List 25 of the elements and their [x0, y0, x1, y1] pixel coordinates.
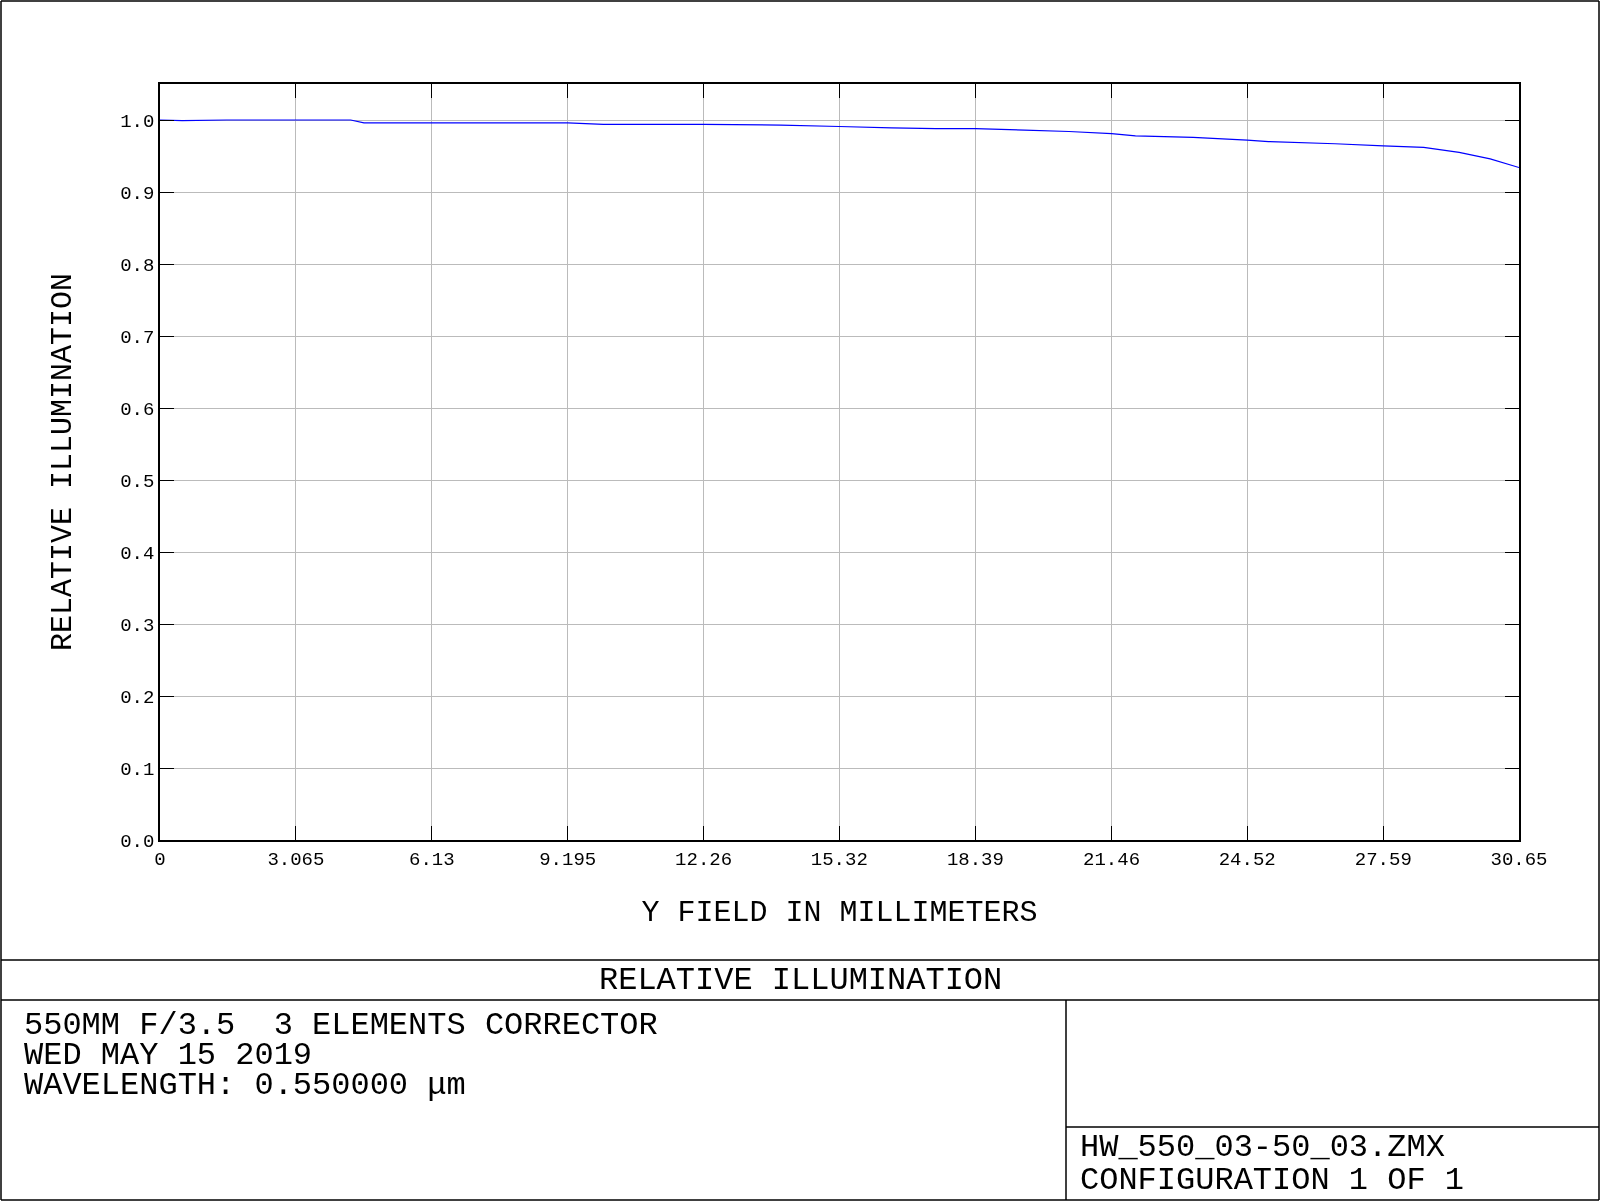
x-axis-title: Y FIELD IN MILLIMETERS — [641, 895, 1038, 930]
y-tick-label: 0.6 — [120, 398, 155, 421]
y-tick-label: 0.9 — [120, 182, 155, 205]
y-tick-label: 0.1 — [120, 758, 155, 781]
x-tick-label: 18.39 — [946, 848, 1004, 871]
x-tick-label: 24.52 — [1218, 848, 1276, 871]
y-tick-label: 0.4 — [120, 542, 155, 565]
x-tick-label: 27.59 — [1354, 848, 1412, 871]
x-tick-label: 9.195 — [539, 848, 597, 871]
text: RELATIVE ILLUMINATION — [599, 962, 1003, 999]
y-tick-label: 0.0 — [120, 830, 155, 853]
x-tick-label: 30.65 — [1490, 848, 1548, 871]
x-tick-label: 0 — [154, 848, 166, 871]
x-tick-label: 12.26 — [675, 848, 733, 871]
y-tick-label: 0.5 — [120, 470, 155, 493]
y-tick-label: 0.7 — [120, 326, 155, 349]
x-tick-label: 6.13 — [409, 848, 455, 871]
x-tick-label: 21.46 — [1083, 848, 1141, 871]
y-tick-label: 0.8 — [120, 254, 155, 277]
y-tick-label: 0.3 — [120, 614, 155, 637]
y-tick-label: 0.2 — [120, 686, 155, 709]
y-tick-label: 1.0 — [120, 110, 155, 133]
y-axis-title: RELATIVE ILLUMINATION — [45, 272, 80, 652]
x-tick-label: 15.32 — [810, 848, 868, 871]
x-tick-label: 3.065 — [267, 848, 325, 871]
